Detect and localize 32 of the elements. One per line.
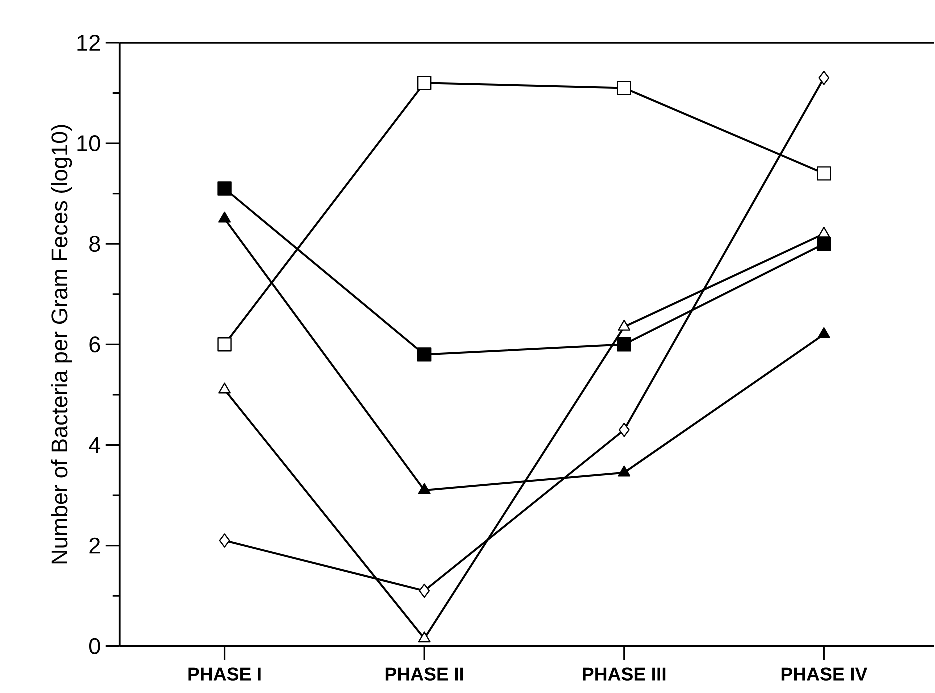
y-tick-label: 10 xyxy=(78,135,100,152)
y-axis-title: Number of Bacteria per Gram Feces (log10) xyxy=(51,125,72,564)
point xyxy=(618,320,631,331)
y-tick-label: 12 xyxy=(78,34,100,51)
point xyxy=(418,483,431,494)
y-tick-label: 0 xyxy=(89,638,100,654)
point xyxy=(218,182,232,196)
x-tick-label: PHASE II xyxy=(386,668,464,681)
x-tick-label: PHASE I xyxy=(188,668,261,681)
point xyxy=(218,382,232,394)
y-tick-label: 6 xyxy=(90,336,100,353)
point xyxy=(418,632,431,643)
point xyxy=(617,337,632,352)
point xyxy=(218,212,232,223)
point xyxy=(417,76,432,90)
point xyxy=(818,327,830,338)
y-tick-label: 4 xyxy=(89,437,101,453)
point xyxy=(618,422,630,438)
point xyxy=(817,236,832,252)
y-tick-label: 2 xyxy=(90,538,100,554)
point xyxy=(818,226,830,238)
point xyxy=(818,70,830,86)
point xyxy=(817,166,832,181)
point xyxy=(417,347,432,362)
x-tick-label: PHASE III xyxy=(583,668,666,681)
y-tick-label: 8 xyxy=(90,236,100,252)
point xyxy=(617,80,632,96)
point xyxy=(219,534,230,548)
point xyxy=(419,584,430,598)
point xyxy=(218,337,232,352)
point xyxy=(618,466,631,477)
x-tick-label: PHASE IV xyxy=(782,668,868,681)
